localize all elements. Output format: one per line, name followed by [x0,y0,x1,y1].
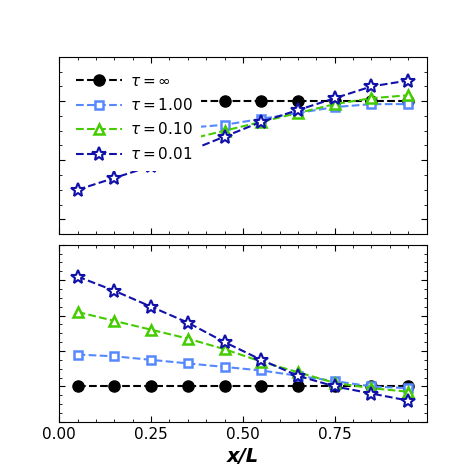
$\tau=1.00$ [148,128,154,134]
$\tau=0.01$ [332,383,337,389]
X-axis label: x/L: x/L [227,447,259,466]
$\tau=\infty$ [258,383,264,389]
$\tau=0.10$ [111,148,117,154]
Line: $\tau=0.01$: $\tau=0.01$ [71,270,415,408]
$\tau=\infty$ [185,98,191,104]
$\tau=0.10$ [332,380,337,386]
$\tau=0.10$ [75,152,81,157]
$\tau=0.01$ [222,134,228,139]
$\tau=0.10$ [405,389,411,394]
$\tau=0.10$ [369,385,374,391]
$\tau=\infty$ [111,98,117,104]
$\tau=\infty$ [332,98,337,104]
$\tau=0.01$ [185,320,191,326]
$\tau=0.10$ [295,110,301,116]
$\tau=\infty$ [75,98,81,104]
$\tau=0.10$ [75,309,81,315]
$\tau=\infty$ [332,383,337,389]
$\tau=\infty$ [295,98,301,104]
$\tau=\infty$ [295,383,301,389]
$\tau=1.00$ [332,104,337,110]
$\tau=0.01$ [75,187,81,192]
$\tau=0.10$ [185,137,191,142]
Line: $\tau=0.10$: $\tau=0.10$ [73,91,413,159]
$\tau=0.01$ [222,339,228,345]
$\tau=0.01$ [369,391,374,396]
$\tau=0.10$ [332,101,337,107]
$\tau=1.00$ [111,131,117,137]
$\tau=0.01$ [369,83,374,89]
Line: $\tau=0.10$: $\tau=0.10$ [73,307,413,397]
$\tau=0.10$ [222,128,228,134]
Line: $\tau=\infty$: $\tau=\infty$ [72,381,414,392]
$\tau=\infty$ [405,383,411,389]
$\tau=1.00$ [185,125,191,131]
$\tau=0.01$ [148,304,154,310]
$\tau=0.10$ [222,346,228,352]
$\tau=1.00$ [295,110,301,116]
$\tau=0.10$ [111,318,117,324]
$\tau=0.01$ [295,107,301,113]
Line: $\tau=1.00$: $\tau=1.00$ [73,100,412,141]
$\tau=\infty$ [405,98,411,104]
$\tau=0.10$ [295,369,301,375]
$\tau=0.01$ [295,373,301,379]
Line: $\tau=0.01$: $\tau=0.01$ [71,73,415,197]
$\tau=\infty$ [148,383,154,389]
$\tau=0.01$ [405,398,411,403]
Legend: $\tau=\infty$, $\tau=1.00$, $\tau=0.10$, $\tau=0.01$: $\tau=\infty$, $\tau=1.00$, $\tau=0.10$,… [67,64,201,171]
$\tau=1.00$ [111,354,117,359]
Line: $\tau=\infty$: $\tau=\infty$ [72,96,414,107]
$\tau=0.01$ [111,288,117,293]
$\tau=1.00$ [222,364,228,370]
$\tau=0.01$ [111,175,117,181]
$\tau=\infty$ [258,98,264,104]
$\tau=1.00$ [258,368,264,374]
$\tau=1.00$ [148,357,154,363]
$\tau=1.00$ [258,116,264,122]
$\tau=0.10$ [148,327,154,333]
$\tau=\infty$ [222,98,228,104]
$\tau=\infty$ [369,383,374,389]
$\tau=0.01$ [185,148,191,154]
$\tau=0.01$ [75,273,81,279]
$\tau=1.00$ [369,383,374,389]
$\tau=0.01$ [332,95,337,101]
$\tau=1.00$ [222,122,228,128]
$\tau=1.00$ [369,101,374,107]
$\tau=0.10$ [185,336,191,341]
$\tau=\infty$ [369,98,374,104]
$\tau=1.00$ [295,373,301,379]
$\tau=\infty$ [111,383,117,389]
$\tau=0.01$ [148,164,154,169]
$\tau=\infty$ [185,383,191,389]
$\tau=0.10$ [405,92,411,98]
$\tau=0.10$ [369,95,374,101]
$\tau=\infty$ [222,383,228,389]
$\tau=0.01$ [405,78,411,83]
Line: $\tau=1.00$: $\tau=1.00$ [73,350,412,392]
$\tau=0.10$ [258,359,264,365]
$\tau=1.00$ [75,352,81,357]
$\tau=1.00$ [405,385,411,391]
$\tau=1.00$ [75,134,81,139]
$\tau=1.00$ [405,101,411,107]
$\tau=0.10$ [148,143,154,148]
$\tau=1.00$ [332,378,337,384]
$\tau=\infty$ [148,98,154,104]
$\tau=1.00$ [185,361,191,366]
$\tau=\infty$ [75,383,81,389]
$\tau=0.01$ [258,119,264,125]
$\tau=0.10$ [258,119,264,125]
$\tau=0.01$ [258,357,264,363]
